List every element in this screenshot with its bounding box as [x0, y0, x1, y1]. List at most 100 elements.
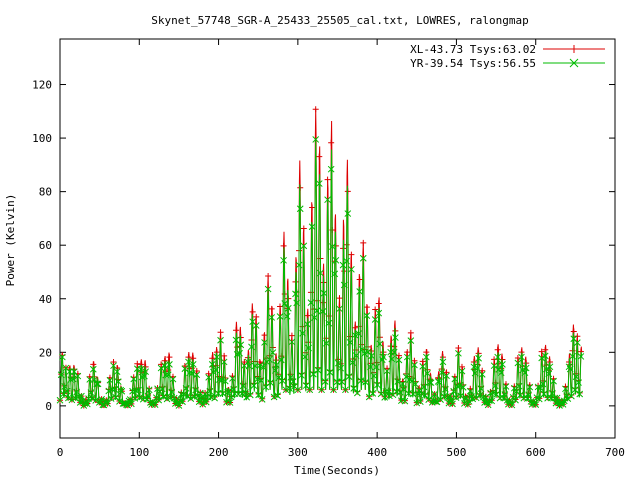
series-marker: [457, 392, 465, 400]
series-marker: [491, 382, 499, 390]
series-marker: [281, 300, 289, 307]
series-marker: [66, 368, 73, 376]
series-marker: [286, 385, 293, 392]
x-tick-label: 500: [446, 446, 466, 459]
series-marker: [334, 359, 342, 367]
series-marker: [296, 205, 304, 213]
chart-title: Skynet_57748_SGR-A_25433_25505_cal.txt, …: [151, 14, 529, 27]
series-marker: [372, 363, 380, 371]
series-marker: [253, 313, 260, 320]
series-marker: [198, 395, 205, 402]
series-marker: [526, 383, 534, 391]
series-marker: [456, 381, 463, 389]
series-marker: [325, 319, 333, 327]
series-marker: [195, 398, 203, 406]
series-marker: [193, 371, 201, 379]
series-marker: [256, 362, 264, 369]
series-marker: [403, 353, 411, 361]
series-marker: [298, 371, 305, 379]
series-marker: [108, 385, 116, 393]
series-marker: [94, 380, 102, 388]
series-marker: [501, 391, 509, 398]
series-marker: [491, 356, 498, 363]
series-marker: [307, 299, 315, 307]
series-marker: [265, 356, 273, 363]
series-marker: [257, 377, 265, 384]
series-marker: [221, 352, 228, 359]
series-marker: [111, 385, 119, 393]
series-marker: [332, 256, 340, 264]
series-marker: [213, 353, 221, 361]
series-marker: [439, 358, 447, 366]
series-marker: [277, 356, 285, 364]
series-marker: [239, 382, 247, 390]
series-marker: [162, 371, 170, 379]
series-marker: [458, 363, 465, 370]
series-marker: [69, 375, 77, 383]
series-marker: [61, 383, 69, 390]
series-marker: [372, 306, 379, 313]
series-marker: [480, 393, 487, 401]
series-marker: [455, 344, 462, 351]
series-marker: [421, 391, 429, 399]
series-marker: [446, 392, 454, 400]
series-marker: [289, 378, 297, 385]
series-marker: [113, 368, 121, 376]
series-marker: [105, 387, 113, 395]
series-marker: [314, 366, 322, 374]
series-marker: [450, 387, 458, 395]
series-marker: [283, 312, 291, 320]
series-marker: [400, 386, 408, 393]
series-marker: [110, 359, 117, 366]
y-axis-label: Power (Kelvin): [4, 194, 17, 287]
series-marker: [254, 375, 261, 383]
series-marker: [312, 106, 319, 113]
series-marker: [183, 392, 191, 400]
series-marker: [169, 375, 177, 383]
series-marker: [179, 398, 186, 406]
series-marker: [288, 338, 296, 346]
series-marker: [395, 352, 402, 359]
series-marker: [412, 380, 419, 388]
series-marker: [399, 380, 406, 388]
series-marker: [258, 395, 266, 403]
series-marker: [116, 397, 123, 405]
series-marker: [363, 304, 370, 311]
series-marker: [356, 276, 363, 283]
series-marker: [304, 312, 311, 319]
series-marker: [276, 313, 284, 320]
series-marker: [261, 339, 268, 346]
series-marker: [137, 365, 145, 373]
series-marker: [494, 353, 502, 361]
series-marker: [343, 257, 350, 265]
series-marker: [157, 364, 165, 372]
series-marker: [355, 330, 362, 337]
series-marker: [562, 385, 569, 393]
y-tick-label: 20: [39, 346, 52, 359]
series-marker: [88, 394, 96, 402]
series-marker: [382, 388, 390, 395]
series-marker: [351, 331, 359, 339]
series-marker: [145, 386, 153, 394]
series-marker: [244, 358, 252, 366]
series-marker: [160, 393, 167, 400]
series-marker: [205, 370, 212, 377]
series-marker: [84, 400, 91, 408]
series-marker: [499, 361, 506, 368]
series-marker: [458, 367, 466, 375]
series-marker: [508, 401, 516, 409]
series-marker: [475, 354, 482, 362]
series-marker: [305, 344, 312, 352]
series-marker: [151, 401, 159, 409]
series-marker: [500, 394, 507, 402]
series-marker: [70, 368, 78, 376]
series-marker: [328, 139, 335, 146]
series-marker: [336, 305, 343, 313]
series-marker: [306, 386, 314, 394]
series-marker: [514, 359, 522, 367]
series-marker: [206, 387, 214, 395]
series-marker: [59, 353, 66, 361]
series-marker: [64, 394, 72, 402]
series-marker: [568, 392, 575, 400]
series-marker: [350, 385, 358, 392]
